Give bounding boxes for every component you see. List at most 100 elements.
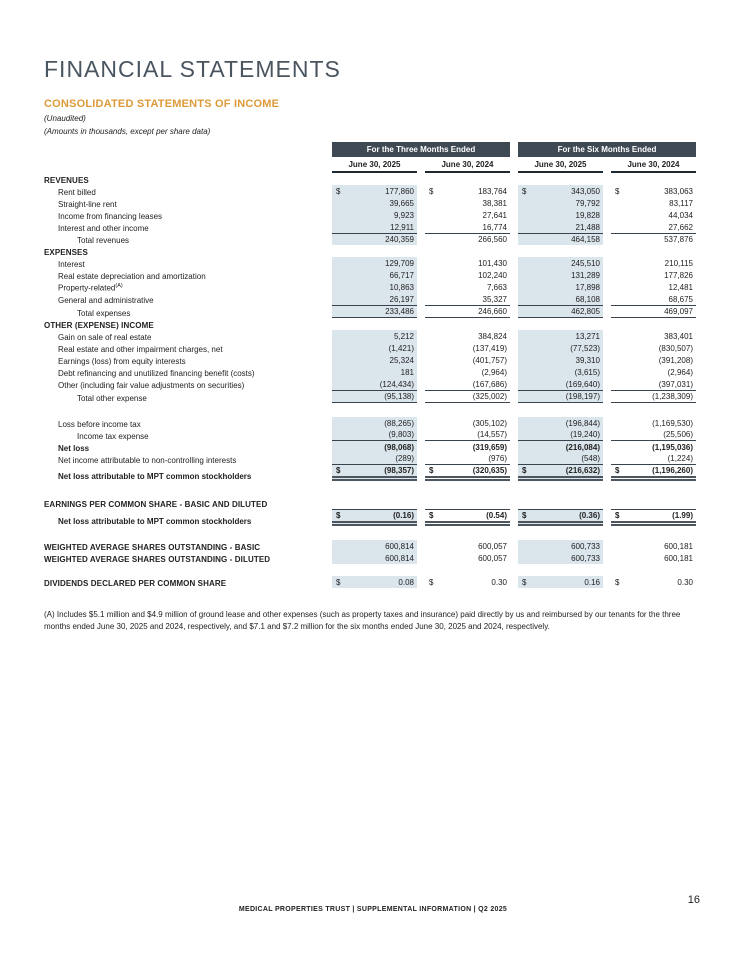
row-label: Interest bbox=[58, 260, 85, 269]
value-cell: 17,898 bbox=[518, 281, 603, 293]
value-cell: (95,138) bbox=[332, 390, 417, 403]
value-cell bbox=[332, 318, 417, 330]
value-text: (9,803) bbox=[388, 430, 414, 439]
row-label: WEIGHTED AVERAGE SHARES OUTSTANDING - DI… bbox=[44, 555, 271, 564]
value-text: (289) bbox=[395, 454, 414, 463]
value-cell: $0.16 bbox=[518, 576, 603, 588]
value-cell: (325,002) bbox=[425, 390, 510, 403]
value-cell: 39,665 bbox=[332, 197, 417, 209]
spacer-row bbox=[44, 564, 696, 576]
value-text: 21,488 bbox=[575, 223, 600, 232]
page-footer: MEDICAL PROPERTIES TRUST | SUPPLEMENTAL … bbox=[44, 894, 702, 916]
dollar-sign: $ bbox=[522, 578, 527, 587]
table-row: WEIGHTED AVERAGE SHARES OUTSTANDING - DI… bbox=[44, 552, 696, 564]
row-label: Net loss bbox=[58, 444, 90, 453]
value-text: (1,238,309) bbox=[652, 392, 693, 401]
section-label: EXPENSES bbox=[44, 248, 88, 257]
value-text: 0.16 bbox=[584, 578, 600, 587]
value-cell: 245,510 bbox=[518, 257, 603, 269]
row-label: Real estate depreciation and amortizatio… bbox=[58, 272, 206, 281]
value-text: 384,824 bbox=[478, 332, 507, 341]
statement-title: CONSOLIDATED STATEMENTS OF INCOME bbox=[44, 98, 280, 110]
value-text: 600,814 bbox=[385, 554, 414, 563]
value-text: 383,063 bbox=[664, 187, 693, 196]
row-label: Earnings (loss) from equity interests bbox=[58, 357, 186, 366]
section-label: EARNINGS PER COMMON SHARE - BASIC AND DI… bbox=[44, 500, 268, 509]
value-cell: (77,523) bbox=[518, 342, 603, 354]
value-cell: 39,310 bbox=[518, 354, 603, 366]
spacer-row bbox=[44, 403, 696, 417]
section-label: OTHER (EXPENSE) INCOME bbox=[44, 321, 154, 330]
value-cell bbox=[425, 173, 510, 185]
value-text: 17,898 bbox=[575, 283, 600, 292]
value-cell: (391,208) bbox=[611, 354, 696, 366]
table-row: Gain on sale of real estate 5,212 384,824 1… bbox=[44, 330, 696, 342]
page-title: FINANCIAL STATEMENTS bbox=[44, 56, 341, 82]
spacer-cell bbox=[44, 481, 696, 497]
value-cell: 266,560 bbox=[425, 233, 510, 245]
value-text: (397,031) bbox=[658, 380, 693, 389]
header-spacer bbox=[44, 142, 324, 157]
value-text: 343,050 bbox=[571, 187, 600, 196]
value-cell: $ (320,635) bbox=[425, 465, 510, 481]
value-text: 19,828 bbox=[575, 211, 600, 220]
value-cell: (289) bbox=[332, 453, 417, 465]
table-row: Net loss attributable to MPT common stoc… bbox=[44, 465, 696, 481]
row-label: Other (including fair value adjustments … bbox=[58, 381, 245, 390]
value-text: 600,181 bbox=[664, 542, 693, 551]
value-text: (25,506) bbox=[663, 430, 693, 439]
value-text: (1,195,036) bbox=[652, 443, 693, 452]
value-text: 7,663 bbox=[486, 283, 507, 292]
value-text: (3,615) bbox=[574, 368, 600, 377]
value-text: (216,084) bbox=[565, 443, 600, 452]
value-cell: (976) bbox=[425, 453, 510, 465]
value-text: (77,523) bbox=[570, 344, 600, 353]
value-cell: 27,641 bbox=[425, 209, 510, 221]
spacer-row bbox=[44, 481, 696, 497]
group-header-six-months: For the Six Months Ended bbox=[518, 142, 696, 157]
value-text: (976) bbox=[488, 454, 507, 463]
table-row: Income from financing leases 9,923 27,641 1… bbox=[44, 209, 696, 221]
value-text: (196,844) bbox=[565, 419, 600, 428]
value-cell bbox=[332, 173, 417, 185]
value-cell: 129,709 bbox=[332, 257, 417, 269]
value-cell: 10,863 bbox=[332, 281, 417, 293]
table-row: Total revenues 240,359 266,560 464,158 537,8… bbox=[44, 233, 696, 245]
value-text: 181 bbox=[400, 368, 414, 377]
value-text: (167,686) bbox=[472, 380, 507, 389]
value-cell: 21,488 bbox=[518, 221, 603, 233]
value-cell: 181 bbox=[332, 366, 417, 378]
value-cell: (19,240) bbox=[518, 429, 603, 441]
value-cell: (25,506) bbox=[611, 429, 696, 441]
value-cell: 12,911 bbox=[332, 221, 417, 233]
dollar-sign: $ bbox=[615, 466, 620, 475]
row-label: Interest and other income bbox=[58, 224, 149, 233]
value-text: (88,265) bbox=[384, 419, 414, 428]
value-cell: 600,057 bbox=[425, 540, 510, 552]
dollar-sign: $ bbox=[336, 511, 341, 520]
table-row: Net income attributable to non-controlli… bbox=[44, 453, 696, 465]
value-text: (98,068) bbox=[384, 443, 414, 452]
row-label: Debt refinancing and unutilized financin… bbox=[58, 369, 255, 378]
value-text: (137,419) bbox=[472, 344, 507, 353]
value-cell: 600,181 bbox=[611, 540, 696, 552]
value-text: (548) bbox=[581, 454, 600, 463]
dollar-sign: $ bbox=[336, 578, 341, 587]
section-label: REVENUES bbox=[44, 176, 89, 185]
value-text: (19,240) bbox=[570, 430, 600, 439]
section-row: OTHER (EXPENSE) INCOME bbox=[44, 318, 696, 330]
value-cell: (1,195,036) bbox=[611, 441, 696, 453]
value-text: 39,310 bbox=[575, 356, 600, 365]
value-text: 39,665 bbox=[389, 199, 414, 208]
value-cell: $343,050 bbox=[518, 185, 603, 197]
value-cell: (1,169,530) bbox=[611, 417, 696, 429]
value-cell: 83,117 bbox=[611, 197, 696, 209]
row-label: Net loss attributable to MPT common stoc… bbox=[58, 472, 252, 481]
value-text: 246,660 bbox=[478, 307, 507, 316]
footer-text: MEDICAL PROPERTIES TRUST | SUPPLEMENTAL … bbox=[238, 906, 508, 913]
value-cell: 246,660 bbox=[425, 305, 510, 318]
value-cell: (124,434) bbox=[332, 378, 417, 390]
dollar-sign: $ bbox=[615, 578, 620, 587]
value-text: 600,733 bbox=[571, 542, 600, 551]
value-text: 38,381 bbox=[482, 199, 507, 208]
